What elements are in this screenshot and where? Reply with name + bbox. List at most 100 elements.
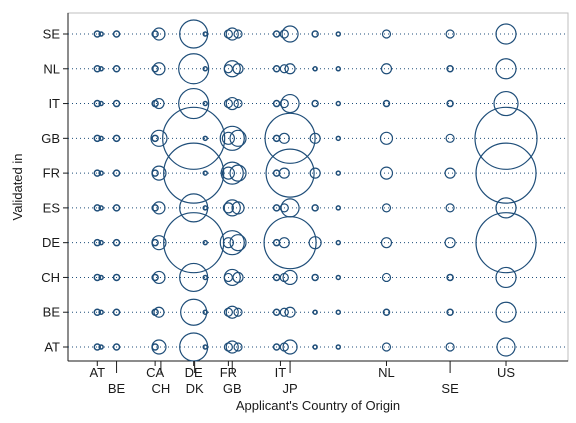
bubble-2-it: [112, 99, 121, 108]
bubble-3-gb: [151, 134, 159, 143]
bubble-6-ch: [202, 274, 208, 281]
bubble-6-be: [202, 309, 208, 315]
bubble-12-es: [280, 198, 300, 218]
bubble-14-es: [335, 205, 342, 211]
bubble-2-fr: [112, 169, 121, 177]
bubble-13-nl: [312, 66, 318, 72]
bubble-4-de: [151, 235, 167, 251]
bubble-0-fr: [93, 169, 102, 177]
bubble-2-es: [112, 204, 121, 212]
x-tick-label-at: AT: [89, 365, 105, 380]
bubble-9-nl: [232, 63, 244, 75]
bubble-9-ch: [232, 271, 244, 284]
bubble-16-gb: [445, 133, 455, 143]
bubble-12-gb: [264, 112, 316, 164]
x-tick-label-fr: FR: [220, 365, 237, 380]
bubble-17-de: [475, 212, 537, 274]
bubble-16-be: [446, 308, 454, 316]
bubble-16-de: [444, 237, 456, 249]
bubble-4-gb: [150, 129, 168, 147]
x-tick-label-us: US: [497, 365, 515, 380]
bubble-1-es: [98, 205, 104, 211]
bubble-14-at: [335, 344, 342, 350]
bubble-1-ch: [98, 274, 104, 281]
bubble-12-fr: [265, 148, 315, 198]
bubble-8-be: [225, 305, 239, 319]
bubble-13-fr: [309, 167, 321, 179]
bubble-13-de: [308, 236, 322, 250]
bubble-1-de: [98, 239, 104, 246]
bubble-7-gb: [221, 131, 235, 145]
bubble-9-gb: [229, 129, 247, 147]
bubble-8-es: [223, 199, 241, 217]
bubble-11-be: [279, 307, 289, 317]
bubble-11-fr: [278, 167, 290, 179]
bubble-16-se: [445, 29, 455, 39]
bubble-15-es: [381, 203, 392, 213]
bubble-11-es: [279, 203, 289, 213]
bubble-6-es: [202, 205, 208, 211]
bubble-13-se: [311, 30, 319, 38]
bubble-0-be: [93, 308, 102, 316]
x-tick-label-se: SE: [441, 381, 459, 396]
bubble-8-at: [225, 340, 239, 354]
grid-lines: [68, 33, 568, 348]
bubble-14-de: [335, 239, 342, 246]
y-tick-label-be: BE: [43, 305, 61, 320]
bubble-6-at: [202, 344, 208, 350]
x-tick-label-gb: GB: [223, 381, 242, 396]
bubble-11-nl: [279, 64, 289, 74]
bubble-13-be: [312, 309, 318, 315]
bubble-9-de: [229, 234, 247, 252]
plot-frame: [67, 12, 569, 362]
bubble-5-it: [178, 87, 210, 120]
x-tick-label-dk: DK: [186, 381, 204, 396]
bubble-0-nl: [93, 65, 102, 73]
bubble-1-at: [98, 344, 104, 350]
bubble-10-be: [272, 308, 281, 316]
bubble-17-at: [496, 337, 516, 357]
bubble-17-gb: [474, 106, 538, 170]
bubble-9-at: [233, 342, 243, 352]
bubble-17-se: [495, 23, 517, 45]
bubble-4-ch: [152, 270, 166, 285]
bubble-16-at: [445, 342, 455, 352]
bubble-1-be: [98, 309, 104, 315]
bubble-2-at: [112, 343, 121, 351]
bubble-0-it: [93, 99, 102, 108]
bubble-16-nl: [446, 65, 454, 73]
y-tick-labels: AT BE CH DE ES FR GB IT NL SE: [41, 27, 68, 355]
bubble-14-ch: [335, 274, 342, 281]
bubble-0-ch: [93, 273, 102, 282]
y-tick-label-nl: NL: [43, 61, 60, 76]
bubble-4-at: [151, 339, 167, 355]
bubble-1-gb: [98, 135, 104, 142]
bubble-6-it: [202, 100, 208, 107]
bubble-1-fr: [98, 170, 104, 176]
bubble-17-it: [493, 90, 519, 117]
bubble-2-de: [112, 238, 121, 247]
x-tick-label-ch: CH: [152, 381, 171, 396]
bubble-4-it: [153, 97, 165, 110]
bubble-6-nl: [202, 66, 208, 72]
bubble-10-nl: [272, 65, 281, 73]
bubble-0-de: [93, 238, 102, 247]
bubble-0-se: [93, 30, 102, 38]
bubble-11-it: [279, 98, 289, 109]
x-axis-title: Applicant's Country of Origin: [236, 398, 400, 413]
bubble-2-gb: [112, 134, 121, 143]
bubble-17-ch: [495, 266, 517, 289]
bubble-15-fr: [379, 166, 394, 180]
bubble-12-be: [284, 306, 296, 318]
bubble-16-fr: [444, 167, 456, 179]
bubble-3-fr: [151, 169, 159, 177]
x-tick-label-ca: CA: [146, 365, 164, 380]
bubble-14-be: [335, 309, 342, 315]
bubble-14-gb: [335, 135, 342, 142]
bubble-3-at: [151, 343, 159, 351]
bubble-8-ch: [223, 268, 241, 287]
bubble-15-de: [380, 237, 393, 249]
y-tick-label-fr: FR: [43, 166, 60, 181]
